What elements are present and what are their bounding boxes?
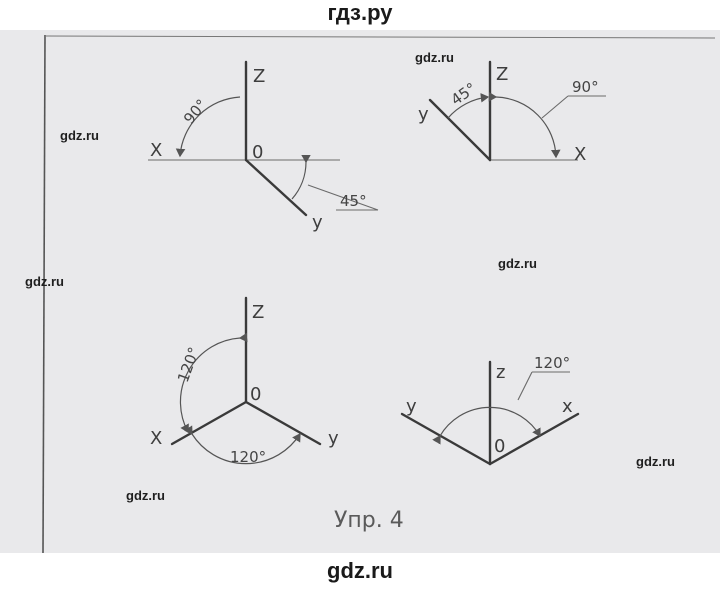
d4-arc-120 — [432, 406, 541, 445]
d4-label-y: y — [406, 396, 417, 417]
watermark-4: gdz.ru — [498, 256, 537, 271]
d4-leader-120 — [517, 371, 533, 401]
watermark-1: gdz.ru — [415, 50, 454, 65]
d3-arc-120-left — [179, 332, 248, 434]
d2-label-z: Z — [496, 64, 508, 85]
watermark-5: gdz.ru — [636, 454, 675, 469]
diagram-3: Z 0 X y 120° 120° — [150, 296, 339, 466]
d4-label-z: z — [496, 362, 505, 383]
d1-label-o: 0 — [252, 142, 263, 163]
d3-label-o: 0 — [250, 384, 261, 405]
d3-angle-left: 120° — [174, 345, 203, 385]
d3-label-z: Z — [252, 302, 264, 323]
d3-label-y: y — [328, 428, 339, 449]
d1-label-z: Z — [253, 66, 265, 87]
d2-axis-y — [428, 98, 492, 162]
d1-arc-45 — [291, 154, 311, 200]
watermark-2: gdz.ru — [60, 128, 99, 143]
d2-leader-90 — [541, 95, 569, 119]
diagram-1: Z X 0 y 90° 45° — [148, 60, 379, 233]
d2-label-x: X — [574, 144, 586, 165]
site-footer: gdz.ru — [0, 553, 720, 588]
d2-arc-45 — [447, 93, 490, 119]
sheet-border-top — [44, 35, 716, 39]
d3-axis-x — [170, 400, 248, 446]
watermark-6: gdz.ru — [126, 488, 165, 503]
d3-axis-y — [244, 400, 322, 446]
d3-arc-120-bottom — [184, 425, 301, 465]
d4-label-x: x — [562, 396, 573, 417]
d3-angle-bottom: 120° — [230, 448, 266, 466]
site-title: гдз.ру — [0, 0, 720, 30]
watermark-3: gdz.ru — [25, 274, 64, 289]
d4-label-o: 0 — [494, 436, 505, 457]
diagram-4: z y x 0 120° — [400, 354, 580, 466]
d1-leader-45 — [307, 184, 379, 211]
drawing-sheet — [0, 30, 720, 553]
d4-angle-120: 120° — [534, 354, 570, 372]
d2-label-y: y — [418, 104, 429, 125]
d1-arc-90 — [175, 96, 241, 158]
d2-arc-90 — [488, 91, 561, 159]
d1-label-x: X — [150, 140, 162, 161]
diagram-2: Z y X 45° 90° — [418, 60, 606, 165]
d2-angle-45: 45° — [448, 79, 480, 109]
exercise-caption: Упр. 4 — [334, 508, 404, 533]
d3-label-x: X — [150, 428, 162, 449]
d1-axis-y — [244, 158, 308, 217]
d4-axis-y — [400, 412, 492, 466]
sheet-border-left — [42, 34, 46, 554]
d2-angle-90: 90° — [572, 78, 599, 96]
d1-angle-45: 45° — [340, 192, 367, 210]
d1-angle-90: 90° — [180, 96, 211, 128]
d1-label-y: y — [312, 212, 323, 233]
